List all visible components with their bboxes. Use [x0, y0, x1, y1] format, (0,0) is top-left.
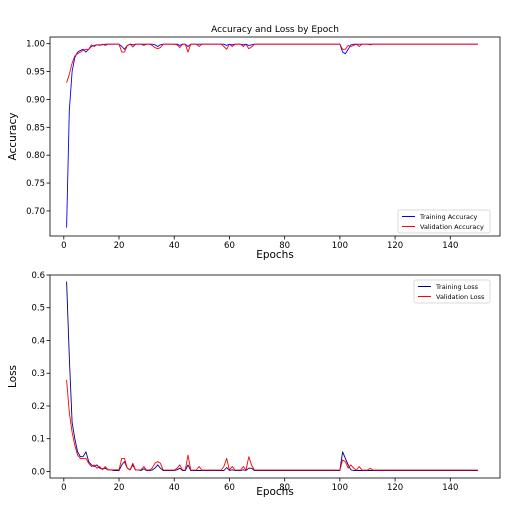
series-line-training-loss: [66, 281, 478, 471]
chart-accuracy: Accuracy and Loss by Epoch 0 20 40 60 80 100 12…: [7, 25, 501, 261]
series-line-validation-loss: [66, 379, 478, 471]
y-tick-label: 1.00: [26, 40, 45, 50]
x-tick-label: 140: [442, 483, 458, 493]
series-line-training-accuracy: [66, 43, 478, 228]
x-tick-label: 40: [169, 241, 180, 251]
x-tick-label: 80: [279, 241, 290, 251]
legend-entry: Validation Accuracy: [420, 223, 484, 231]
y-tick-label: 0.80: [26, 151, 45, 161]
y-tick-label: 0.3: [31, 369, 45, 379]
x-tick-label: 140: [442, 241, 458, 251]
x-tick-label: 120: [387, 241, 403, 251]
legend-entry: Training Loss: [435, 283, 479, 291]
x-tick-label: 0: [61, 241, 66, 251]
y-tick-label: 0.6: [31, 271, 45, 281]
plot-frame: [49, 36, 501, 237]
x-axis-label: Epochs: [256, 486, 294, 498]
x-tick-label: 120: [387, 483, 403, 493]
legend-entry: Validation Loss: [436, 293, 485, 301]
x-tick-label: 60: [224, 483, 235, 493]
series-line-validation-accuracy: [66, 43, 478, 83]
x-tick-label: 100: [332, 241, 348, 251]
legend-box: [397, 209, 491, 234]
y-tick-label: 0.0: [31, 467, 45, 477]
y-tick-label: 0.2: [31, 402, 45, 412]
y-axis-label: Accuracy: [7, 113, 19, 161]
y-tick-label: 0.85: [26, 123, 45, 133]
legend: Training Accuracy Validation Accuracy: [397, 209, 491, 234]
y-tick-label: 0.90: [26, 95, 45, 105]
y-tick-label: 0.4: [31, 336, 45, 346]
y-tick-label: 0.95: [26, 68, 45, 78]
x-axis-label: Epochs: [256, 249, 294, 261]
x-tick-label: 80: [279, 483, 290, 493]
y-tick-label: 0.75: [26, 179, 45, 189]
plot-frame: [49, 274, 501, 479]
chart-loss: 0 20 40 60 80 100 120 140 0.0 0.1 0.2 0.3 0.4 0.5 0.6 E…: [7, 271, 501, 498]
x-tick-label: 100: [332, 483, 348, 493]
legend-box: [413, 279, 491, 304]
y-tick-label: 0.5: [31, 304, 45, 314]
x-tick-label: 20: [114, 241, 125, 251]
x-tick-label: 0: [61, 483, 66, 493]
y-tick-label: 0.70: [26, 207, 45, 217]
x-tick-label: 40: [169, 483, 180, 493]
legend-entry: Training Accuracy: [419, 213, 478, 221]
y-axis-label: Loss: [7, 365, 19, 388]
x-tick-label: 60: [224, 241, 235, 251]
y-tick-label: 0.1: [31, 435, 45, 445]
x-tick-label: 20: [114, 483, 125, 493]
legend: Training Loss Validation Loss: [413, 279, 491, 304]
chart-title: Accuracy and Loss by Epoch: [211, 25, 339, 35]
